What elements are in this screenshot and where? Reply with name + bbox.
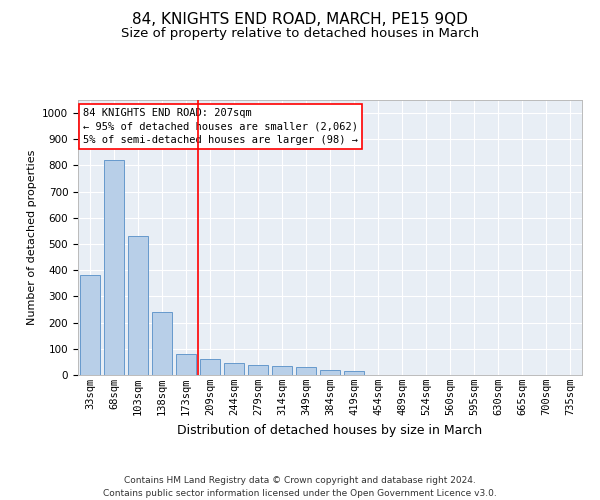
Bar <box>176 354 196 375</box>
Text: Size of property relative to detached houses in March: Size of property relative to detached ho… <box>121 28 479 40</box>
Bar <box>224 363 244 375</box>
Bar <box>320 370 340 375</box>
Y-axis label: Number of detached properties: Number of detached properties <box>26 150 37 325</box>
Bar <box>128 236 148 375</box>
Bar <box>296 367 316 375</box>
Text: Contains HM Land Registry data © Crown copyright and database right 2024.: Contains HM Land Registry data © Crown c… <box>124 476 476 485</box>
Bar <box>200 360 220 375</box>
Text: 84 KNIGHTS END ROAD: 207sqm
← 95% of detached houses are smaller (2,062)
5% of s: 84 KNIGHTS END ROAD: 207sqm ← 95% of det… <box>83 108 358 144</box>
Bar <box>80 276 100 375</box>
Bar <box>104 160 124 375</box>
Bar <box>152 312 172 375</box>
Bar <box>248 364 268 375</box>
Bar <box>272 366 292 375</box>
Bar <box>344 371 364 375</box>
Text: Contains public sector information licensed under the Open Government Licence v3: Contains public sector information licen… <box>103 489 497 498</box>
X-axis label: Distribution of detached houses by size in March: Distribution of detached houses by size … <box>178 424 482 436</box>
Text: 84, KNIGHTS END ROAD, MARCH, PE15 9QD: 84, KNIGHTS END ROAD, MARCH, PE15 9QD <box>132 12 468 28</box>
